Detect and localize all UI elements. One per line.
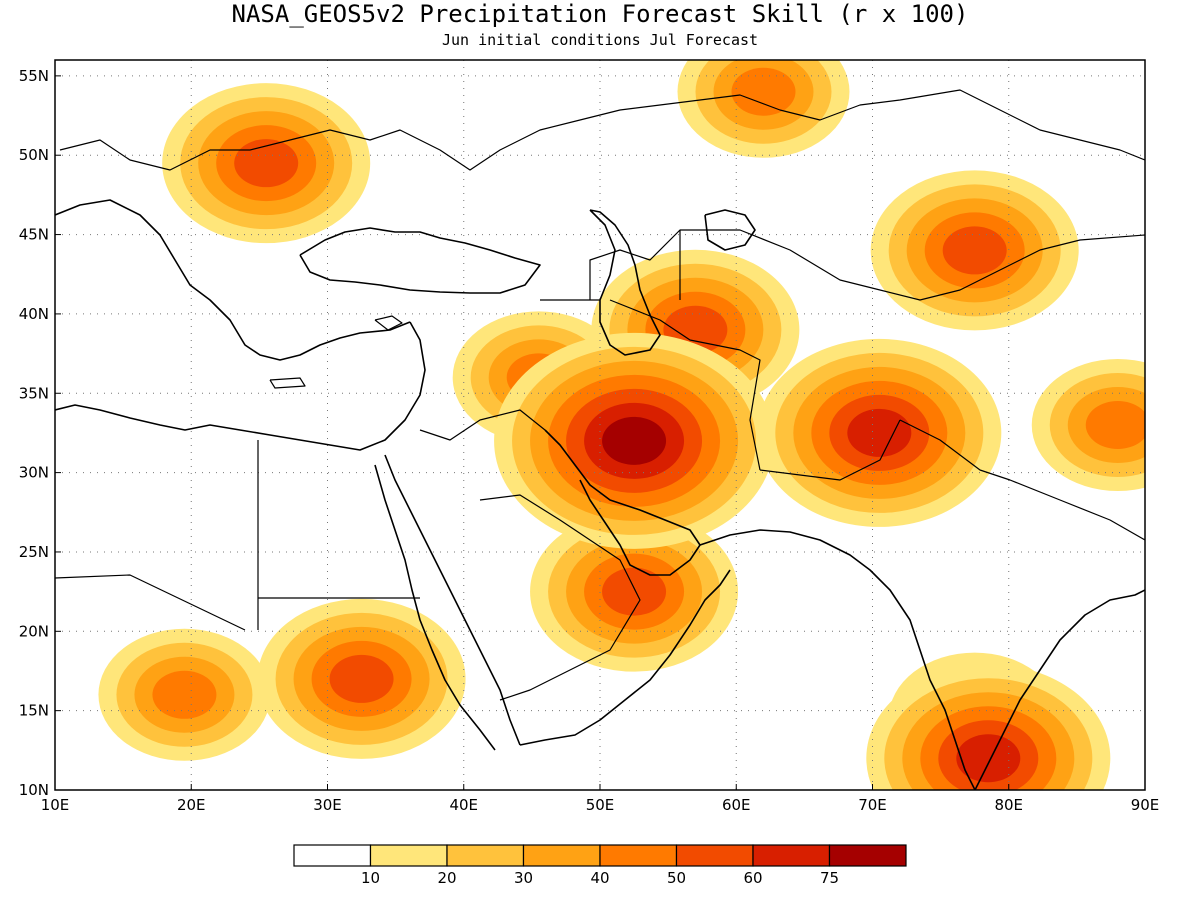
- skill-blobs: [98, 60, 1145, 790]
- coastline-levant-africa: [55, 321, 426, 451]
- colorbar-label: 10: [361, 869, 380, 887]
- lat-tick-label: 25N: [19, 543, 49, 561]
- island-cyprus: [374, 315, 403, 331]
- lon-tick-label: 60E: [722, 796, 751, 814]
- skill-contour: [1085, 401, 1145, 449]
- coastline-aral: [704, 209, 756, 251]
- map-title: NASA_GEOS5v2 Precipitation Forecast Skil…: [232, 0, 969, 28]
- colorbar: 10 20 30 40 50 60 75: [293, 844, 907, 887]
- skill-contour: [329, 654, 394, 703]
- lon-tick-label: 70E: [858, 796, 887, 814]
- colorbar-swatch: [369, 844, 448, 867]
- colorbar-label: 60: [743, 869, 762, 887]
- grid-lines: [55, 60, 1145, 790]
- colorbar-label: 30: [514, 869, 533, 887]
- skill-contour: [602, 416, 667, 465]
- lat-tick-label: 30N: [19, 464, 49, 482]
- coastline-caspian: [589, 209, 661, 356]
- skill-contour: [942, 226, 1007, 275]
- island-crete: [269, 377, 306, 389]
- colorbar-swatch: [599, 844, 678, 867]
- lat-tick-label: 20N: [19, 622, 49, 640]
- colorbar-label: 40: [590, 869, 609, 887]
- coastline-europe: [55, 199, 411, 361]
- lat-tick-label: 45N: [19, 226, 49, 244]
- lon-tick-label: 10E: [41, 796, 70, 814]
- lat-tick-label: 55N: [19, 67, 49, 85]
- colorbar-swatch: [293, 844, 372, 867]
- lon-tick-label: 50E: [586, 796, 615, 814]
- coastline-red-sea: [384, 454, 521, 746]
- lat-tick-label: 15N: [19, 702, 49, 720]
- lat-tick-label: 40N: [19, 305, 49, 323]
- skill-contour: [234, 139, 299, 188]
- coastline-persian-gulf: [544, 429, 701, 576]
- border-lines: [55, 89, 1145, 701]
- lon-tick-label: 20E: [177, 796, 206, 814]
- lat-tick-label: 50N: [19, 146, 49, 164]
- lon-tick-labels: 10E 20E 30E 40E 50E 60E 70E 80E 90E: [41, 784, 1160, 814]
- coastline-red-sea-west: [374, 464, 496, 751]
- colorbar-swatch: [752, 844, 831, 867]
- map-subtitle: Jun initial conditions Jul Forecast: [442, 31, 758, 49]
- lon-tick-label: 90E: [1131, 796, 1160, 814]
- skill-contour: [956, 734, 1021, 783]
- colorbar-swatch: [828, 844, 907, 867]
- lat-tick-label: 35N: [19, 384, 49, 402]
- coastline-india-east: [974, 589, 1145, 790]
- coastline-arabia-south: [519, 569, 731, 746]
- coastlines-and-borders: [55, 89, 1145, 790]
- colorbar-label: 50: [667, 869, 686, 887]
- skill-contour: [152, 670, 217, 719]
- lon-tick-label: 30E: [313, 796, 342, 814]
- colorbar-swatch: [675, 844, 754, 867]
- skill-field-layer: [98, 60, 1145, 790]
- coastline-south-asia: [699, 529, 976, 790]
- skill-contour: [847, 408, 912, 457]
- colorbar-swatch: [522, 844, 601, 867]
- skill-contour: [602, 567, 667, 616]
- skill-contour: [731, 67, 796, 116]
- colorbar-swatch: [446, 844, 525, 867]
- lat-tick-labels: 10N 15N 20N 25N 30N 35N 40N 45N 50N 55N: [19, 67, 61, 799]
- lat-tick-label: 10N: [19, 781, 49, 799]
- colorbar-label: 75: [820, 869, 839, 887]
- lon-tick-label: 40E: [449, 796, 478, 814]
- coastline-black-sea: [299, 227, 541, 294]
- lon-tick-label: 80E: [994, 796, 1023, 814]
- colorbar-label: 20: [437, 869, 456, 887]
